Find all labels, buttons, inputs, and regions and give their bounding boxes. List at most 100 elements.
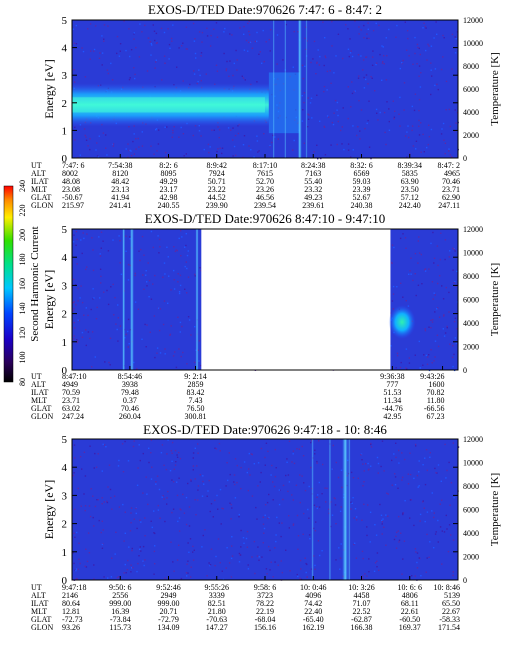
noise-speck: [162, 495, 164, 497]
noise-speck: [202, 480, 204, 483]
noise-speck: [185, 523, 188, 526]
ephemeris-row-label: ILAT: [31, 388, 48, 397]
noise-speck: [429, 541, 431, 543]
ephemeris-value: 23.22: [208, 185, 226, 194]
noise-speck: [354, 20, 356, 22]
energy-tick-label: 2: [62, 519, 68, 531]
noise-speck: [431, 510, 433, 512]
noise-speck: [420, 72, 422, 74]
noise-speck: [289, 570, 291, 572]
noise-speck: [78, 558, 80, 560]
ephemeris-value: 162.19: [302, 623, 324, 632]
noise-speck: [152, 24, 154, 26]
noise-speck: [439, 258, 441, 261]
noise-speck: [209, 564, 212, 566]
noise-speck: [318, 440, 320, 442]
noise-speck: [448, 256, 450, 258]
noise-speck: [186, 575, 188, 577]
noise-speck: [251, 47, 254, 49]
noise-speck: [367, 119, 369, 122]
noise-speck: [269, 50, 271, 52]
noise-speck: [414, 273, 416, 275]
noise-speck: [129, 149, 131, 152]
noise-speck: [269, 145, 271, 148]
noise-speck: [326, 70, 329, 73]
noise-speck: [168, 43, 171, 46]
time-tick-label: 9: 2:14: [184, 372, 206, 381]
noise-speck: [125, 49, 127, 52]
ephemeris-value: 8120: [112, 169, 128, 178]
noise-speck: [377, 119, 379, 121]
noise-speck: [133, 518, 135, 520]
noise-speck: [340, 129, 342, 132]
noise-speck: [316, 144, 318, 146]
energy-tick-label: 0: [62, 153, 68, 165]
noise-speck: [325, 56, 327, 59]
noise-speck: [72, 28, 75, 30]
noise-speck: [381, 79, 383, 81]
noise-speck: [153, 153, 155, 155]
ephemeris-row-label: ILAT: [31, 599, 48, 608]
ephemeris-value: -73.84: [110, 615, 131, 624]
noise-speck: [110, 62, 112, 65]
noise-speck: [287, 490, 289, 493]
noise-speck: [445, 477, 447, 479]
noise-speck: [74, 457, 76, 459]
noise-speck: [350, 471, 353, 474]
noise-speck: [107, 303, 110, 306]
noise-speck: [200, 269, 202, 272]
noise-speck: [259, 51, 261, 53]
noise-speck: [293, 462, 296, 465]
noise-speck: [218, 442, 221, 445]
vertical-streak: [342, 439, 349, 580]
temperature-tick-label: 4000: [463, 319, 479, 328]
noise-speck: [89, 445, 91, 447]
noise-speck: [403, 540, 406, 542]
noise-speck: [115, 323, 117, 325]
noise-speck: [173, 288, 176, 290]
noise-speck: [341, 143, 343, 145]
noise-speck: [146, 70, 149, 72]
noise-speck: [334, 497, 336, 500]
noise-speck: [238, 513, 240, 516]
energy-tick-label: 0: [62, 575, 68, 587]
noise-speck: [192, 134, 194, 137]
noise-speck: [357, 77, 360, 79]
noise-speck: [382, 61, 384, 63]
ephemeris-value: -65.40: [303, 615, 324, 624]
ephemeris-row-label: GLON: [31, 623, 53, 632]
ephemeris-value: 23.39: [353, 185, 371, 194]
noise-speck: [419, 367, 422, 369]
noise-speck: [154, 545, 156, 547]
noise-speck: [315, 521, 317, 523]
noise-speck: [135, 512, 137, 515]
noise-speck: [334, 99, 337, 102]
noise-speck: [247, 568, 250, 570]
noise-speck: [161, 496, 163, 498]
noise-speck: [436, 245, 439, 247]
noise-speck: [181, 236, 183, 238]
noise-speck: [380, 514, 383, 516]
noise-speck: [274, 561, 276, 563]
noise-speck: [198, 130, 201, 132]
noise-speck: [398, 462, 400, 464]
noise-speck: [159, 246, 161, 248]
vertical-streak: [284, 20, 287, 158]
noise-speck: [89, 138, 91, 140]
noise-speck: [150, 478, 153, 480]
noise-speck: [157, 235, 159, 237]
noise-speck: [413, 109, 416, 112]
noise-speck: [103, 576, 105, 578]
noise-speck: [356, 158, 359, 160]
noise-speck: [179, 284, 182, 287]
noise-speck: [383, 470, 385, 472]
noise-speck: [156, 475, 159, 477]
noise-speck: [385, 143, 387, 146]
noise-speck: [218, 129, 221, 131]
noise-speck: [226, 60, 228, 63]
ephemeris-row-label: ALT: [31, 169, 46, 178]
temperature-tick-label: 10000: [463, 249, 483, 258]
noise-speck: [446, 327, 448, 329]
noise-speck: [76, 263, 78, 265]
noise-speck: [434, 340, 437, 342]
